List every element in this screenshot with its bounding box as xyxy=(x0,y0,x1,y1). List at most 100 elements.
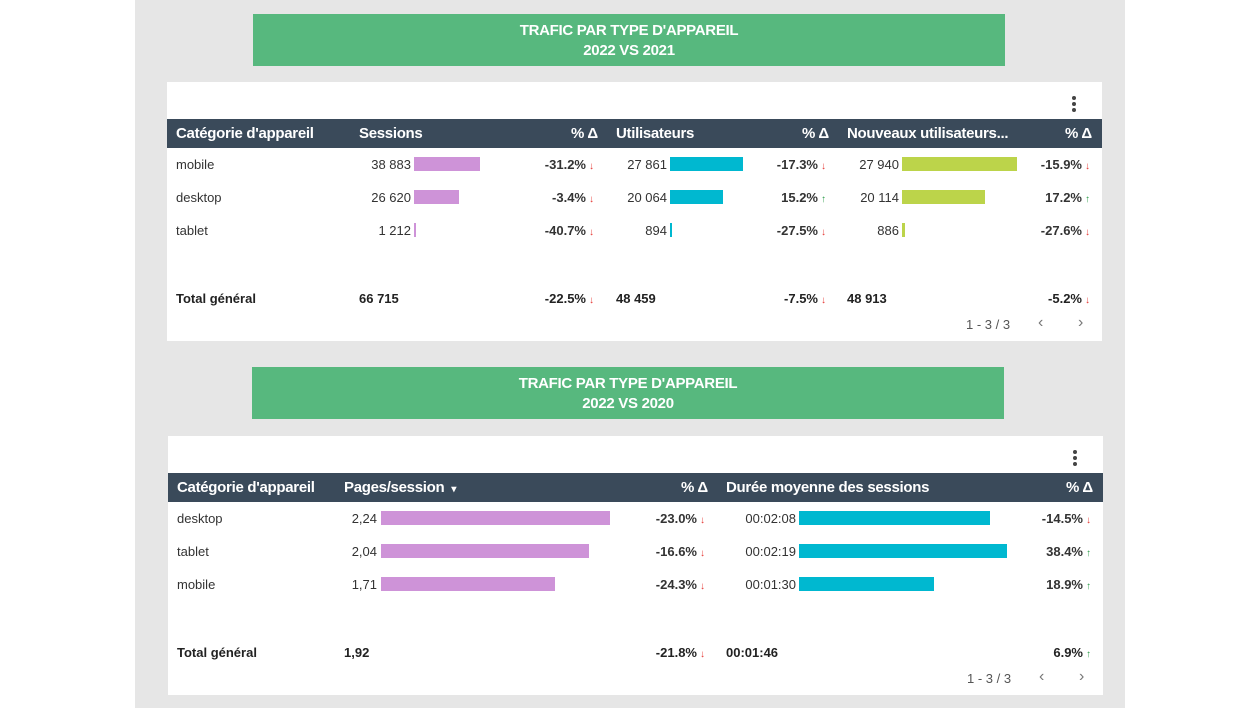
col-header-sessions-delta[interactable]: % Δ xyxy=(571,125,598,142)
duration-bar xyxy=(799,544,1007,558)
section1-total-row: Total général 66 715 -22.5% ↓ 48 459 -7.5… xyxy=(167,282,1102,315)
col-header-duration-delta[interactable]: % Δ xyxy=(1066,479,1093,496)
row-category: tablet xyxy=(176,223,208,238)
total-users: 48 459 xyxy=(616,291,656,306)
table-row[interactable]: tablet 2,04 -16.6% ↓ 00:02:19 38.4% ↑ xyxy=(168,535,1103,568)
row-new-users-delta: -27.6% ↓ xyxy=(1041,223,1090,238)
row-users-delta: -27.5% ↓ xyxy=(777,223,826,238)
next-page-icon[interactable]: › xyxy=(1079,668,1085,685)
row-pages-delta: -16.6% ↓ xyxy=(656,544,705,559)
arrow-down-icon: ↓ xyxy=(1085,227,1090,238)
row-sessions-delta: -3.4% ↓ xyxy=(552,190,594,205)
row-pages-delta-value: -23.0% xyxy=(655,511,697,526)
section2-total-row: Total général 1,92 -21.8% ↓ 00:01:46 6.9%… xyxy=(168,636,1103,669)
col-header-new-users[interactable]: Nouveaux utilisateurs... xyxy=(847,125,1009,142)
section1-banner: TRAFIC PAR TYPE D'APPAREIL 2022 VS 2021 xyxy=(253,14,1005,66)
col-header-duration[interactable]: Durée moyenne des sessions xyxy=(726,479,930,496)
arrow-down-icon: ↓ xyxy=(589,161,594,172)
row-pages: 2,04 xyxy=(351,544,377,559)
col-header-pages-delta[interactable]: % Δ xyxy=(681,479,708,496)
row-sessions: 26 620 xyxy=(371,190,411,205)
next-page-icon[interactable]: › xyxy=(1078,314,1084,331)
col-header-category[interactable]: Catégorie d'appareil xyxy=(177,479,315,496)
col-header-users[interactable]: Utilisateurs xyxy=(616,125,695,142)
row-users: 894 xyxy=(645,223,667,238)
table-row[interactable]: desktop 2,24 -23.0% ↓ 00:02:08 -14.5% ↓ xyxy=(168,502,1103,535)
col-header-category[interactable]: Catégorie d'appareil xyxy=(176,125,314,142)
arrow-down-icon: ↓ xyxy=(700,649,705,660)
row-sessions-delta-value: -31.2% xyxy=(544,157,586,172)
row-pages-delta-value: -16.6% xyxy=(655,544,697,559)
row-sessions-delta: -40.7% ↓ xyxy=(545,223,594,238)
row-category: desktop xyxy=(176,190,222,205)
row-new-users-delta: -15.9% ↓ xyxy=(1041,157,1090,172)
total-users-delta: -7.5% ↓ xyxy=(784,291,826,306)
row-users-delta: -17.3% ↓ xyxy=(777,157,826,172)
section1-table-panel: Catégorie d'appareil Sessions % Δ Utilis… xyxy=(167,82,1102,341)
arrow-down-icon: ↓ xyxy=(1085,295,1090,306)
total-new-users: 48 913 xyxy=(847,291,887,306)
arrow-down-icon: ↓ xyxy=(589,227,594,238)
pages-bar xyxy=(381,544,590,558)
total-label: Total général xyxy=(177,645,257,660)
row-sessions: 1 212 xyxy=(378,223,411,238)
more-options-icon[interactable] xyxy=(1072,94,1078,114)
table-row[interactable]: tablet 1 212 -40.7% ↓ 894 -27.5% ↓ 886 -27.6% ↓ xyxy=(167,214,1102,247)
new-users-bar xyxy=(902,223,906,237)
row-duration-delta: 18.9% ↑ xyxy=(1046,577,1091,592)
col-header-sessions[interactable]: Sessions xyxy=(359,125,423,142)
new-users-bar xyxy=(902,190,985,204)
row-duration: 00:01:30 xyxy=(745,577,796,592)
section2-table-header: Catégorie d'appareil Pages/session ▾ % Δ … xyxy=(168,473,1103,502)
row-duration-delta-value: -14.5% xyxy=(1041,511,1083,526)
total-duration: 00:01:46 xyxy=(726,645,779,660)
row-duration: 00:02:19 xyxy=(745,544,796,559)
row-pages: 2,24 xyxy=(351,511,377,526)
table-row[interactable]: mobile 38 883 -31.2% ↓ 27 861 -17.3% ↓ 27 940 -1… xyxy=(167,148,1102,181)
arrow-up-icon: ↑ xyxy=(1086,581,1091,592)
sessions-bar xyxy=(414,223,416,237)
col-header-pages-per-session[interactable]: Pages/session ▾ xyxy=(344,479,457,496)
duration-bar xyxy=(799,577,935,591)
arrow-down-icon: ↓ xyxy=(589,295,594,306)
arrow-down-icon: ↓ xyxy=(700,581,705,592)
row-pages-delta-value: -24.3% xyxy=(655,577,697,592)
sort-caret-icon[interactable]: ▾ xyxy=(451,484,457,495)
row-users-delta-value: 15.2% xyxy=(781,190,818,205)
arrow-down-icon: ↓ xyxy=(700,515,705,526)
col-header-new-users-delta[interactable]: % Δ xyxy=(1065,125,1092,142)
row-new-users-delta-value: 17.2% xyxy=(1045,190,1082,205)
row-duration-delta-value: 38.4% xyxy=(1046,544,1083,559)
row-duration-delta: 38.4% ↑ xyxy=(1046,544,1091,559)
row-users-delta: 15.2% ↑ xyxy=(781,190,826,205)
arrow-down-icon: ↓ xyxy=(821,295,826,306)
arrow-down-icon: ↓ xyxy=(700,548,705,559)
prev-page-icon[interactable]: ‹ xyxy=(1038,314,1044,331)
total-sessions: 66 715 xyxy=(359,291,399,306)
row-new-users: 886 xyxy=(877,223,899,238)
report-canvas: TRAFIC PAR TYPE D'APPAREIL 2022 VS 2021 … xyxy=(135,0,1125,708)
sessions-bar xyxy=(414,157,480,171)
row-sessions-delta-value: -40.7% xyxy=(544,223,586,238)
duration-bar xyxy=(799,511,991,525)
total-pages-delta: -21.8% ↓ xyxy=(655,645,705,660)
pages-bar xyxy=(381,511,610,525)
table-row[interactable]: desktop 26 620 -3.4% ↓ 20 064 15.2% ↑ 20 114 17.… xyxy=(167,181,1102,214)
section1-banner-title: TRAFIC PAR TYPE D'APPAREIL xyxy=(519,22,739,39)
row-pages-delta: -23.0% ↓ xyxy=(656,511,705,526)
col-header-users-delta[interactable]: % Δ xyxy=(802,125,829,142)
arrow-up-icon: ↑ xyxy=(821,194,826,205)
total-label: Total général xyxy=(176,291,256,306)
section1-banner-subtitle: 2022 VS 2021 xyxy=(583,42,675,59)
more-options-icon[interactable] xyxy=(1073,448,1079,468)
row-duration-delta-value: 18.9% xyxy=(1046,577,1083,592)
row-sessions-delta-value: -3.4% xyxy=(552,190,586,205)
arrow-up-icon: ↑ xyxy=(1085,194,1090,205)
table-row[interactable]: mobile 1,71 -24.3% ↓ 00:01:30 18.9% ↑ xyxy=(168,568,1103,601)
arrow-up-icon: ↑ xyxy=(1086,649,1091,660)
users-bar xyxy=(670,157,743,171)
row-category: mobile xyxy=(176,157,215,172)
prev-page-icon[interactable]: ‹ xyxy=(1039,668,1045,685)
row-duration-delta: -14.5% ↓ xyxy=(1042,511,1091,526)
row-sessions-delta: -31.2% ↓ xyxy=(545,157,594,172)
